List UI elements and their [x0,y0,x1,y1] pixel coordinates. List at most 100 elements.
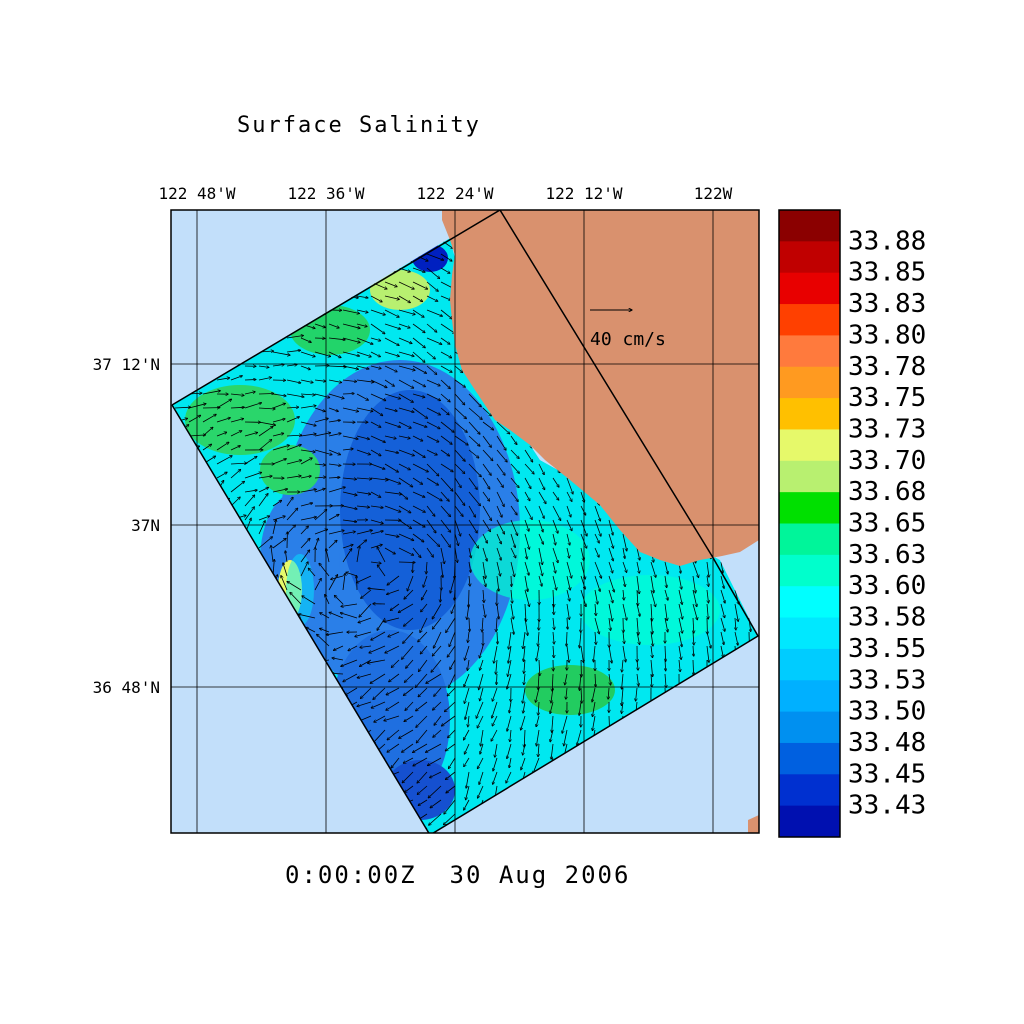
current-vector [328,540,337,549]
current-vector [426,435,439,442]
current-vector [720,631,724,645]
current-vector [553,631,554,644]
current-vector [391,659,400,668]
current-vector [735,617,736,630]
current-vector [359,603,372,617]
current-vector [398,519,412,529]
current-vector [692,575,696,593]
current-vector [465,645,470,660]
current-vector [651,673,652,687]
current-vector [524,505,532,520]
current-vector [188,415,201,423]
current-vector [300,379,313,383]
current-vector [370,491,381,497]
current-vector [230,431,242,437]
current-vector [342,573,345,591]
current-vector [432,645,442,656]
current-vector [328,351,341,358]
colorbar-swatch [779,210,840,242]
current-vector [300,503,313,507]
current-vector [552,519,558,533]
current-vector [595,603,596,616]
current-vector [510,561,515,577]
current-vector [258,394,274,395]
current-vector [286,407,299,408]
current-vector [300,526,308,535]
current-vector [523,645,526,662]
current-vector [367,659,386,663]
current-vector [314,351,331,357]
current-vector [300,421,316,426]
current-vector [524,589,529,607]
current-vector [454,407,466,419]
current-vector [482,519,491,532]
current-vector [664,617,668,632]
colorbar-swatch [779,680,840,713]
current-vector [523,631,526,649]
current-vector [579,673,582,690]
current-vector [412,491,425,497]
current-vector [244,456,257,465]
current-vector [426,323,437,332]
current-vector [454,365,463,373]
current-vector [476,701,484,718]
current-vector [341,603,358,607]
current-vector [524,673,525,685]
current-vector [342,545,353,549]
current-vector [230,419,244,423]
current-vector [387,729,400,740]
current-vector [467,603,470,620]
current-vector [594,519,601,536]
current-vector [417,771,428,783]
current-vector [636,575,639,594]
current-vector [580,645,584,663]
current-vector [580,505,586,515]
current-vector [426,253,444,260]
current-vector [497,631,498,644]
current-vector [202,444,212,451]
current-vector [525,603,526,622]
current-vector [188,404,206,409]
current-vector [370,351,381,357]
current-vector [285,551,288,563]
current-vector [440,477,453,491]
current-vector [286,435,302,436]
current-vector [230,463,247,464]
current-vector [720,561,723,573]
current-vector [622,701,624,714]
current-vector [412,351,425,362]
current-vector [468,407,482,420]
current-vector [580,547,584,561]
current-vector [314,538,319,549]
current-vector [454,519,461,536]
current-vector [286,393,304,397]
current-vector [384,281,397,287]
current-vector [623,589,624,600]
current-vector [553,603,554,615]
current-vector [567,617,568,629]
current-vector [521,715,526,730]
current-vector [258,487,269,493]
current-vector [440,393,450,402]
current-vector [371,631,386,640]
current-vector [398,477,413,487]
current-vector [496,547,501,560]
timestamp: 0:00:00Z 30 Aug 2006 [285,861,630,889]
current-vector [509,631,512,649]
current-vector [202,427,213,437]
current-vector [538,505,544,518]
current-vector [412,407,428,418]
current-vector [384,533,399,537]
current-vector [359,659,372,667]
current-vector [258,408,275,409]
current-vector [552,715,553,732]
current-vector [421,603,428,612]
current-vector [412,393,425,397]
current-vector [440,491,449,501]
current-vector [493,757,498,771]
current-vector [566,603,569,620]
current-vector [622,645,626,662]
current-vector [454,547,458,563]
current-vector [412,477,423,484]
current-vector [314,464,326,465]
